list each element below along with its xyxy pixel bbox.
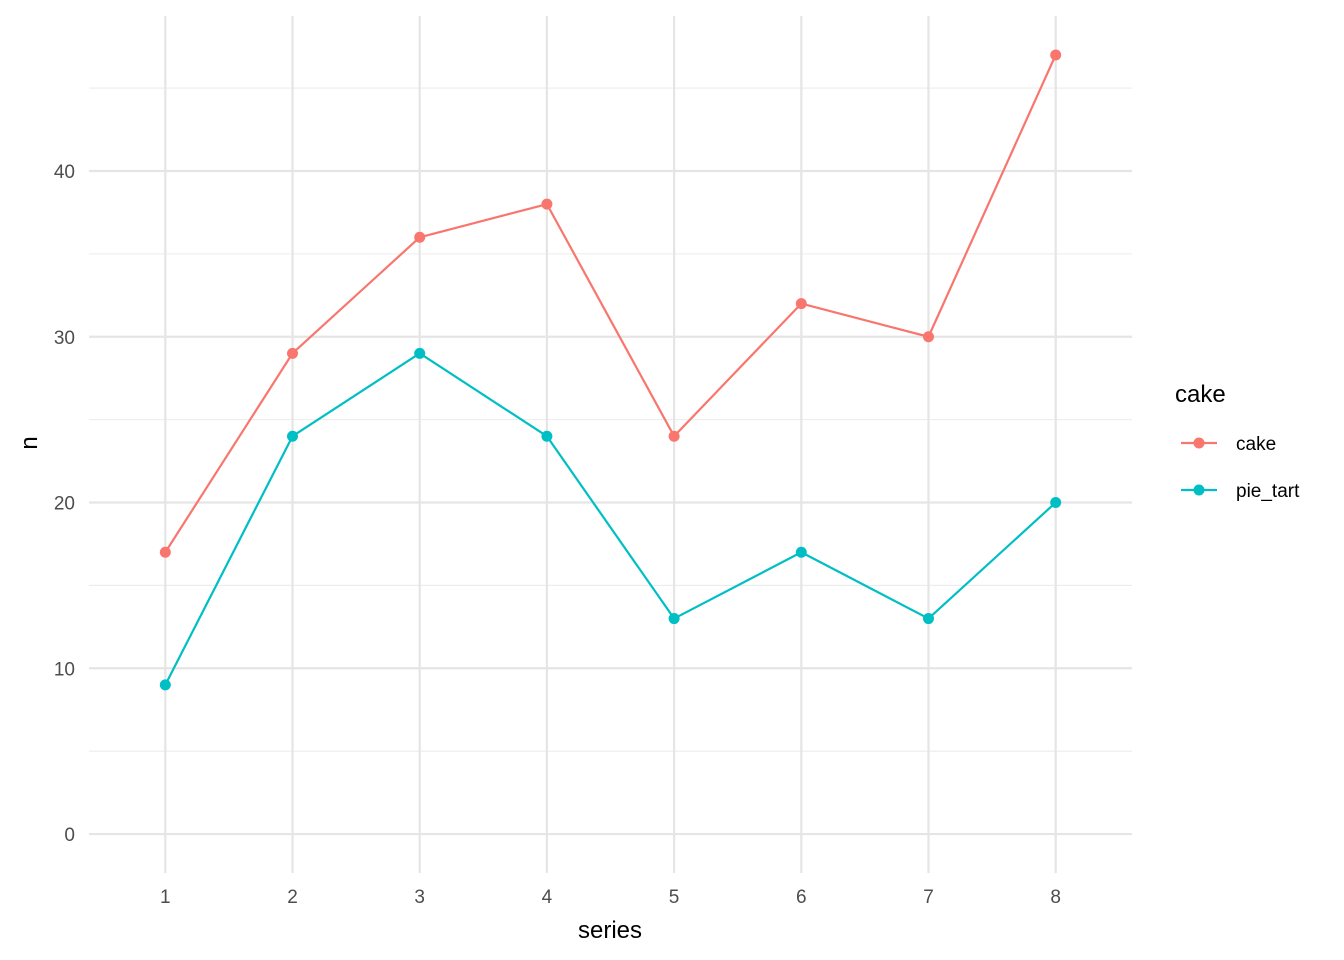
data-point-cake <box>159 546 171 558</box>
data-point-pie_tart <box>159 679 171 691</box>
series-pie_tart <box>159 347 1062 691</box>
data-point-cake <box>922 331 934 343</box>
x-tick-label: 6 <box>796 887 807 908</box>
data-point-pie_tart <box>795 546 807 558</box>
y-tick-label: 20 <box>54 494 75 515</box>
series-line-pie_tart <box>164 352 1057 686</box>
y-tick-label: 30 <box>54 328 75 349</box>
legend-key-point <box>1193 437 1205 449</box>
legend-item-cake: cake <box>1181 434 1276 455</box>
legend-title: cake <box>1175 381 1226 408</box>
series-cake <box>159 49 1062 558</box>
data-point-pie_tart <box>1050 497 1062 509</box>
data-point-cake <box>414 231 426 243</box>
series-layer <box>159 49 1062 691</box>
data-point-cake <box>668 430 680 442</box>
x-tick-label: 3 <box>414 887 425 908</box>
data-point-pie_tart <box>668 613 680 625</box>
gridlines <box>89 16 1132 873</box>
legend: cake cake pie_tart <box>1175 381 1300 502</box>
data-point-cake <box>1050 49 1062 61</box>
x-tick-label: 4 <box>542 887 553 908</box>
data-point-pie_tart <box>922 613 934 625</box>
legend-item-pie_tart: pie_tart <box>1181 481 1300 502</box>
legend-label: cake <box>1236 434 1276 455</box>
legend-items: cake pie_tart <box>1181 434 1300 502</box>
x-tick-label: 8 <box>1050 887 1061 908</box>
data-point-cake <box>795 298 807 310</box>
data-point-cake <box>287 347 299 359</box>
x-axis-ticks: 1 2 3 4 5 6 7 8 <box>160 887 1061 908</box>
x-tick-label: 5 <box>669 887 680 908</box>
series-line-cake <box>164 54 1057 553</box>
y-tick-label: 0 <box>64 825 75 846</box>
x-tick-label: 2 <box>287 887 298 908</box>
y-tick-label: 10 <box>54 659 75 680</box>
legend-key-point <box>1193 484 1205 496</box>
data-point-pie_tart <box>414 347 426 359</box>
y-axis-title: n <box>16 436 43 449</box>
x-tick-label: 1 <box>160 887 171 908</box>
x-axis-title: series <box>578 917 642 944</box>
data-point-pie_tart <box>287 430 299 442</box>
y-tick-label: 40 <box>54 162 75 183</box>
data-point-cake <box>541 198 553 210</box>
data-point-pie_tart <box>541 430 553 442</box>
y-axis-ticks: 0 10 20 30 40 <box>54 162 75 846</box>
x-tick-label: 7 <box>923 887 934 908</box>
legend-label: pie_tart <box>1236 481 1300 502</box>
